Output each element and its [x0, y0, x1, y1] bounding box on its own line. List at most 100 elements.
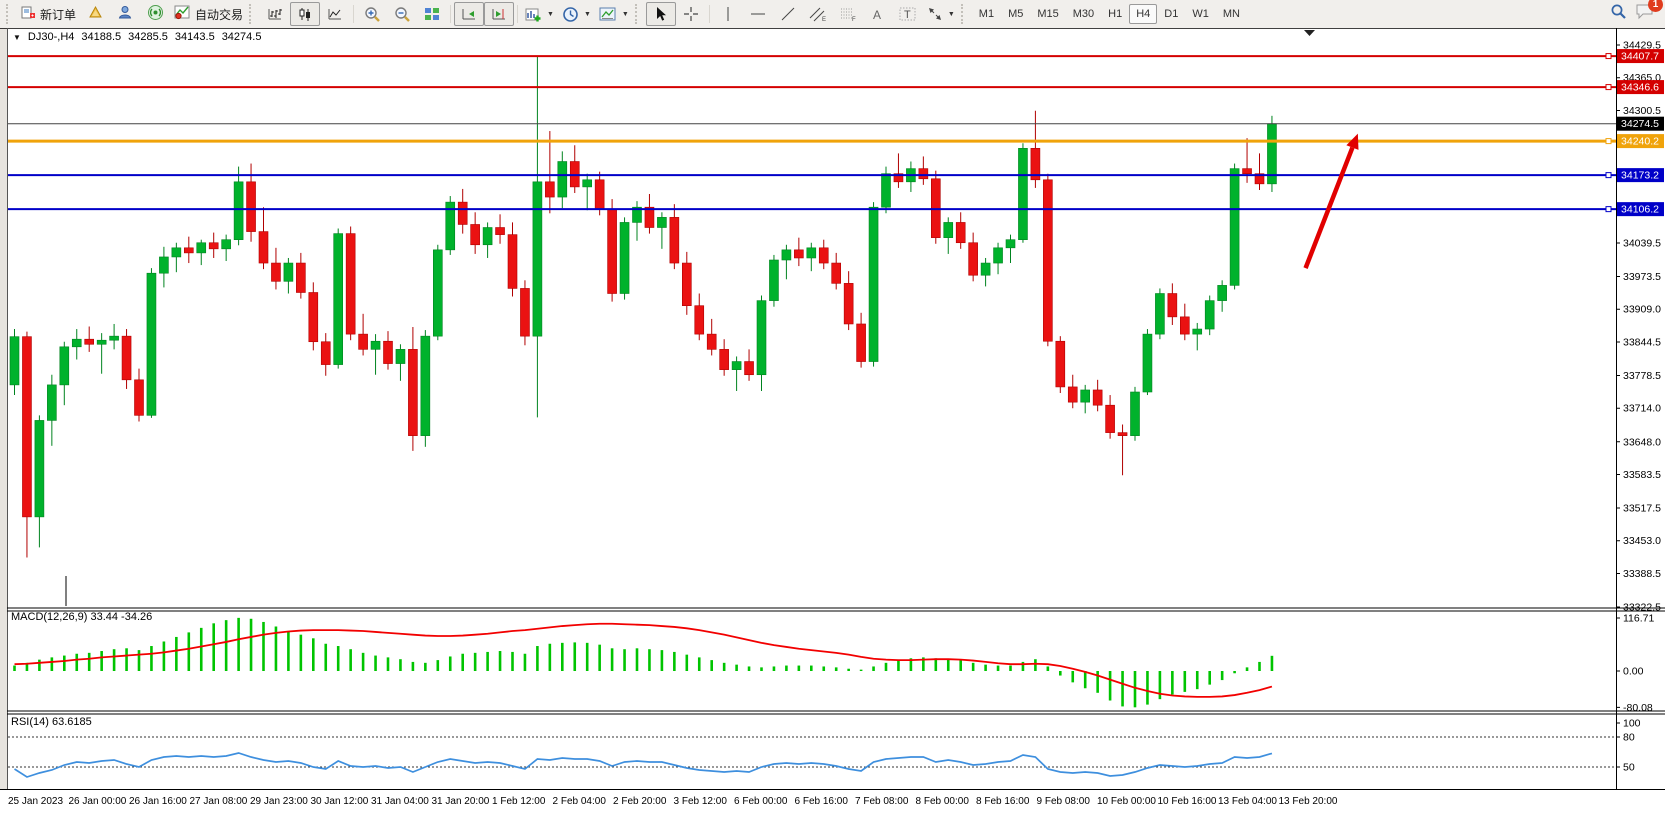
svg-text:33648.0: 33648.0 — [1623, 436, 1661, 448]
periods-button[interactable]: ▼ — [558, 2, 595, 26]
svg-text:50: 50 — [1623, 762, 1635, 774]
templates-button[interactable]: ▼ — [595, 2, 633, 26]
trend-arrow-annotation[interactable] — [1303, 133, 1359, 269]
vertical-line-icon — [727, 7, 729, 21]
price-badge-34240.2: 34240.2 — [1617, 134, 1664, 149]
macd-histogram — [13, 617, 1274, 708]
panel-divider-macd[interactable] — [7, 607, 1665, 612]
svg-text:33453.0: 33453.0 — [1623, 535, 1661, 547]
svg-text:33714.0: 33714.0 — [1623, 403, 1661, 415]
svg-text:31 Jan 04:00: 31 Jan 04:00 — [371, 796, 429, 807]
svg-text:29 Jan 23:00: 29 Jan 23:00 — [250, 796, 308, 807]
signal-icon — [147, 4, 164, 24]
horizontal-line-34173.2[interactable] — [8, 172, 1616, 179]
macd-signal-line — [14, 622, 1273, 698]
tab-timeframe-m15[interactable]: M15 — [1037, 8, 1059, 20]
vertical-line-button[interactable] — [713, 2, 743, 26]
bar-chart-button[interactable] — [260, 2, 290, 26]
signals-button[interactable] — [140, 2, 170, 26]
line-chart-button[interactable] — [320, 2, 350, 26]
zoom-in-button[interactable] — [357, 2, 387, 26]
tab-timeframe-mn[interactable]: MN — [1222, 8, 1240, 20]
one-click-trading-collapse-icon[interactable]: ▼ — [13, 32, 21, 42]
price-badge-34346.6: 34346.6 — [1617, 80, 1664, 95]
auto-trading-button[interactable]: 自动交易 — [170, 2, 247, 26]
auto-scroll-icon — [462, 9, 476, 20]
svg-text:33583.5: 33583.5 — [1623, 469, 1661, 481]
svg-text:27 Jan 08:00: 27 Jan 08:00 — [190, 796, 248, 807]
svg-text:6 Feb 16:00: 6 Feb 16:00 — [795, 796, 849, 807]
svg-text:26 Jan 00:00: 26 Jan 00:00 — [69, 796, 127, 807]
text-button[interactable]: A — [863, 2, 893, 26]
tab-timeframe-w1[interactable]: W1 — [1192, 8, 1209, 20]
tab-timeframe-m1[interactable]: M1 — [978, 8, 995, 20]
text-label-icon: T — [899, 7, 916, 21]
svg-text:100: 100 — [1623, 718, 1641, 730]
tab-timeframe-m5[interactable]: M5 — [1008, 8, 1024, 20]
ohlc-high: 34285.5 — [128, 31, 168, 43]
svg-text:E: E — [822, 17, 826, 22]
macd-axis: 116.71 0.00 -80.08 — [1616, 613, 1654, 714]
price-badge-34407.7: 34407.7 — [1617, 49, 1664, 64]
svg-text:8 Feb 00:00: 8 Feb 00:00 — [916, 796, 970, 807]
fibonacci-button[interactable]: F — [833, 2, 863, 26]
ohlc-close: 34274.5 — [221, 31, 262, 43]
svg-text:9 Feb 08:00: 9 Feb 08:00 — [1037, 796, 1091, 807]
horizontal-line-button[interactable] — [743, 2, 773, 26]
candlestick-chart-icon — [299, 8, 311, 21]
svg-text:34274.5: 34274.5 — [1621, 118, 1659, 130]
channel-button[interactable]: E — [803, 2, 833, 26]
toolbar-grip[interactable] — [249, 4, 256, 24]
svg-text:34407.7: 34407.7 — [1621, 51, 1659, 63]
panel-divider-rsi[interactable] — [7, 710, 1665, 715]
cursor-button[interactable] — [645, 2, 676, 26]
tile-windows-button[interactable] — [417, 2, 447, 26]
new-order-button[interactable]: 新订单 — [17, 2, 80, 26]
indicators-button[interactable]: ▼ — [521, 2, 558, 26]
favorites-button[interactable] — [80, 2, 110, 26]
metaeditor-button[interactable] — [110, 2, 140, 26]
svg-text:34429.5: 34429.5 — [1623, 40, 1661, 52]
toolbar-grip[interactable] — [634, 4, 642, 24]
svg-text:34346.6: 34346.6 — [1621, 82, 1659, 94]
svg-text:10 Feb 16:00: 10 Feb 16:00 — [1158, 796, 1217, 807]
auto-scroll-button[interactable] — [454, 2, 485, 26]
crosshair-button[interactable] — [676, 2, 706, 26]
search-icon[interactable] — [1610, 3, 1627, 25]
svg-text:33778.5: 33778.5 — [1623, 370, 1661, 382]
chart-shift-button[interactable] — [484, 2, 515, 26]
horizontal-line-34346.6[interactable] — [8, 84, 1616, 91]
horizontal-line-34407.7[interactable] — [8, 53, 1616, 60]
svg-text:T: T — [904, 9, 911, 21]
svg-text:34106.2: 34106.2 — [1621, 204, 1659, 216]
tab-timeframe-h4[interactable]: H4 — [1129, 4, 1158, 24]
rsi-line — [14, 752, 1273, 778]
svg-text:25 Jan 2023: 25 Jan 2023 — [8, 796, 63, 807]
text-label-button[interactable]: T — [893, 2, 923, 26]
candles-layer — [9, 56, 1277, 558]
svg-text:2 Feb 04:00: 2 Feb 04:00 — [553, 796, 607, 807]
arrows-button[interactable]: ▼ — [923, 2, 959, 26]
horizontal-line-34106.2[interactable] — [8, 206, 1616, 213]
line-chart-icon — [328, 9, 342, 20]
favorites-icon — [87, 4, 104, 24]
svg-text:26 Jan 16:00: 26 Jan 16:00 — [129, 796, 187, 807]
trendline-button[interactable] — [773, 2, 803, 26]
horizontal-line-34240.2[interactable] — [8, 138, 1616, 145]
chart-shift-icon — [492, 9, 506, 20]
candlestick-chart-button[interactable] — [290, 2, 321, 26]
svg-text:33322.5: 33322.5 — [1623, 602, 1661, 614]
toolbar-grip[interactable] — [6, 4, 13, 24]
notifications-button[interactable]: 1 — [1635, 0, 1663, 25]
svg-text:13 Feb 04:00: 13 Feb 04:00 — [1218, 796, 1277, 807]
toolbar-grip[interactable] — [960, 4, 968, 24]
tab-timeframe-h1[interactable]: H1 — [1108, 8, 1123, 20]
equidistant-channel-icon: E — [809, 7, 826, 22]
tab-timeframe-d1[interactable]: D1 — [1164, 8, 1179, 20]
zoom-out-button[interactable] — [387, 2, 417, 26]
chart-shift-marker[interactable] — [1304, 30, 1315, 36]
svg-text:6 Feb 00:00: 6 Feb 00:00 — [734, 796, 788, 807]
rsi-axis: 100 80 50 — [1616, 718, 1641, 774]
tab-timeframe-m30[interactable]: M30 — [1072, 8, 1095, 20]
